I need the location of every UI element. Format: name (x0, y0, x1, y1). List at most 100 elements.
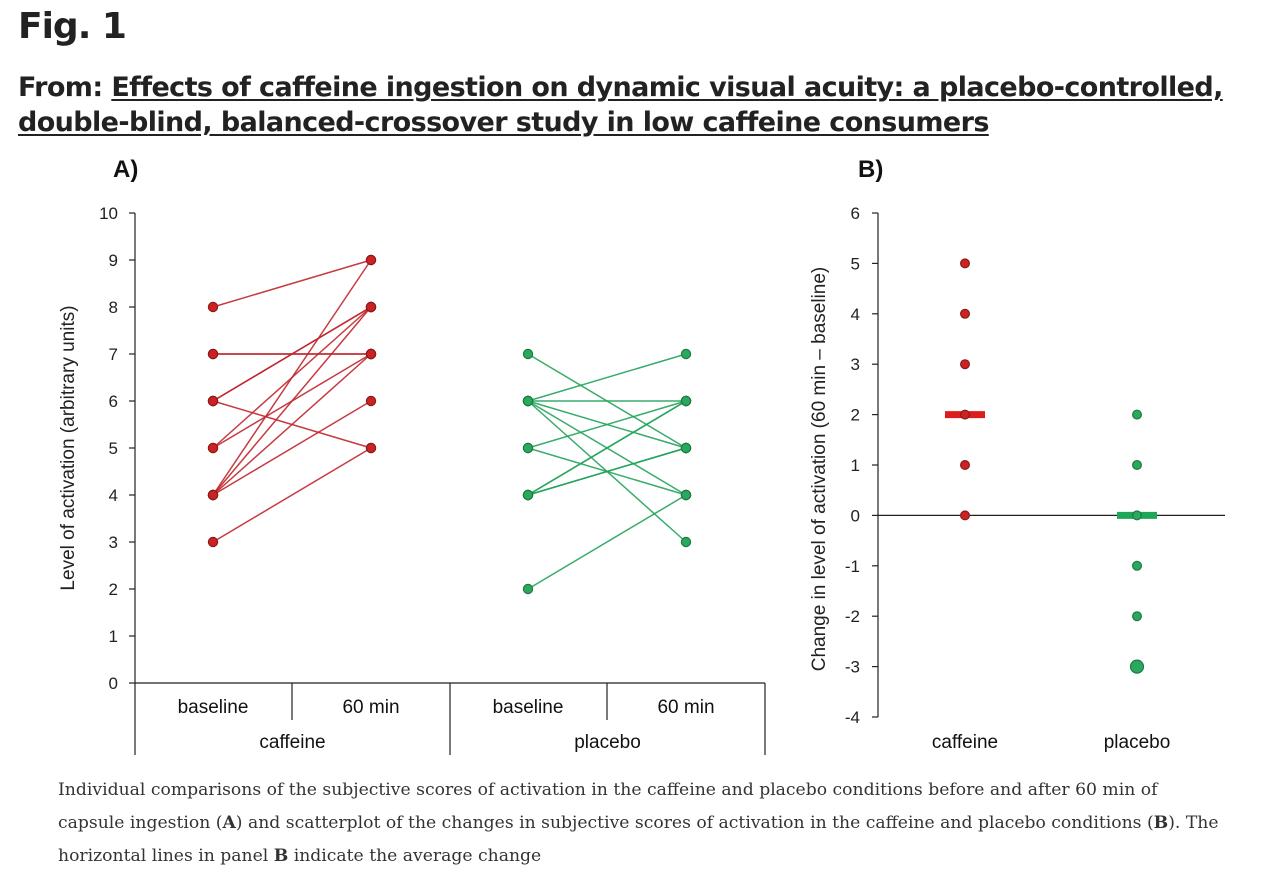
panel-b-caffeine-point (959, 510, 970, 521)
panel-b-y-tick-label: 5 (851, 254, 860, 273)
caption-text-1: Individual comparisons of the subjective… (58, 780, 1158, 833)
panel-b-y-tick-label: 2 (851, 406, 860, 425)
panel-a-caffeine-60min-point (365, 301, 377, 313)
panel-a-placebo-60min-point (680, 536, 692, 548)
panel-a-y-tick-label: 0 (109, 674, 118, 693)
caption-ref-a: A (222, 813, 236, 833)
panel-b-category-label: placebo (1104, 732, 1171, 753)
panel-a-placebo-60min-point (680, 489, 692, 501)
panel-a-caffeine-line (212, 353, 372, 496)
panel-a-placebo-60min-point (680, 442, 692, 454)
panel-a-y-tick-label: 5 (109, 439, 118, 458)
panel-b-placebo-point (1131, 611, 1142, 622)
panel-a: A) Level of activation (arbitrary units)… (58, 156, 766, 755)
panel-a-caffeine-60min-point (365, 254, 377, 266)
panel-a-caffeine-baseline-point (207, 301, 219, 313)
panel-a-caffeine-60min-point (365, 395, 377, 407)
panel-a-points (207, 254, 692, 595)
panel-b-points (959, 258, 1145, 674)
panel-a-placebo-baseline-point (522, 395, 534, 407)
panel-a-placebo-baseline-point (522, 348, 534, 360)
panel-b-caffeine-point (959, 359, 970, 370)
panel-b-y-tick-label: 4 (851, 305, 860, 324)
panel-a-y-tick-label: 4 (109, 486, 118, 505)
figure-chart: A) Level of activation (arbitrary units)… (58, 156, 1225, 755)
panel-a-caffeine-line (212, 306, 372, 402)
panel-b-y-tick-label: -2 (845, 607, 860, 626)
panel-b-x-axis: caffeine placebo (878, 514, 1225, 753)
panel-a-y-axis-label: Level of activation (arbitrary units) (58, 305, 79, 590)
panel-b-placebo-point (1129, 659, 1145, 674)
panel-b-category-label: caffeine (932, 732, 998, 753)
panel-a-caffeine-line (212, 447, 372, 543)
panel-a-lines (212, 259, 687, 590)
panel-b-caffeine-point (959, 460, 970, 471)
panel-a-y-tick-label: 10 (99, 204, 118, 223)
panel-a-placebo-line (527, 494, 687, 590)
panel-a-category-label: baseline (178, 697, 249, 718)
panel-b: B) Change in level of activation (60 min… (809, 156, 1225, 753)
panel-a-placebo-line (527, 353, 687, 402)
panel-b-y-tick-label: 1 (851, 456, 860, 475)
panel-b-y-tick-label: -1 (845, 557, 860, 576)
article-title-link[interactable]: Effects of caffeine ingestion on dynamic… (18, 72, 1223, 138)
panel-b-placebo-point (1131, 560, 1142, 571)
panel-a-label: A) (113, 156, 138, 183)
panel-b-caffeine-point (959, 308, 970, 319)
caption-text-2: ) and scatterplot of the changes in subj… (235, 813, 1154, 833)
panel-a-y-tick-label: 8 (109, 298, 118, 317)
panel-b-y-tick-label: -3 (845, 658, 860, 677)
panel-a-placebo-baseline-point (522, 442, 534, 454)
panel-a-placebo-60min-point (680, 395, 692, 407)
panel-a-caffeine-line (212, 400, 372, 496)
panel-a-placebo-line (527, 400, 687, 449)
panel-a-x-axis: baseline 60 min caffeine baseline 60 min plac… (135, 682, 766, 755)
panel-a-placebo-line (527, 400, 687, 496)
panel-b-caffeine-point (959, 409, 970, 420)
panel-b-label: B) (858, 156, 883, 183)
panel-b-means (945, 411, 1157, 519)
panel-a-y-tick-label: 7 (109, 345, 118, 364)
panel-a-caffeine-baseline-point (207, 442, 219, 454)
panel-a-caffeine-baseline-point (207, 395, 219, 407)
panel-b-caffeine-point (959, 258, 970, 269)
panel-b-placebo-point (1131, 409, 1142, 420)
panel-a-group-label: caffeine (259, 732, 325, 753)
panel-a-y-tick-label: 3 (109, 533, 118, 552)
panel-a-category-label: baseline (493, 697, 564, 718)
panel-a-y-tick-label: 2 (109, 580, 118, 599)
caption-text-3: ). The horizontal lines in panel (58, 813, 1219, 866)
panel-a-group-label: placebo (574, 732, 641, 753)
caption-ref-b: B (1153, 813, 1169, 833)
panel-b-y-axis: -4 -3 -2 -1 0 1 2 3 4 5 6 (845, 204, 879, 727)
panel-b-y-axis-label: Change in level of activation (60 min – … (809, 267, 830, 672)
panel-a-caffeine-baseline-point (207, 489, 219, 501)
figure-caption: Individual comparisons of the subjective… (58, 774, 1223, 873)
panel-a-placebo-baseline-point (522, 489, 534, 501)
panel-a-caffeine-line (212, 306, 372, 496)
panel-b-y-tick-label: 6 (851, 204, 860, 223)
panel-a-category-label: 60 min (657, 697, 714, 718)
panel-a-caffeine-baseline-point (207, 348, 219, 360)
panel-a-caffeine-line (212, 259, 372, 308)
panel-a-caffeine-60min-point (365, 348, 377, 360)
panel-b-placebo-point (1131, 510, 1142, 521)
caption-ref-b-2: B (273, 846, 289, 866)
panel-a-placebo-60min-point (680, 348, 692, 360)
panel-b-y-tick-label: -4 (845, 708, 860, 727)
panel-a-caffeine-baseline-point (207, 536, 219, 548)
from-prefix: From: (18, 72, 112, 103)
panel-a-placebo-baseline-point (522, 583, 534, 595)
panel-a-category-label: 60 min (342, 697, 399, 718)
figure-label: Fig. 1 (18, 6, 127, 47)
panel-a-y-tick-label: 1 (109, 627, 118, 646)
caption-text-4: indicate the average change (288, 846, 542, 866)
panel-b-y-tick-label: 0 (851, 506, 860, 525)
panel-a-caffeine-line (212, 259, 372, 496)
panel-a-y-tick-label: 6 (109, 392, 118, 411)
panel-a-placebo-line (527, 447, 687, 496)
figure-source-line: From: Effects of caffeine ingestion on d… (18, 70, 1263, 140)
panel-b-y-tick-label: 3 (851, 355, 860, 374)
panel-a-caffeine-60min-point (365, 442, 377, 454)
panel-b-placebo-point (1131, 460, 1142, 471)
